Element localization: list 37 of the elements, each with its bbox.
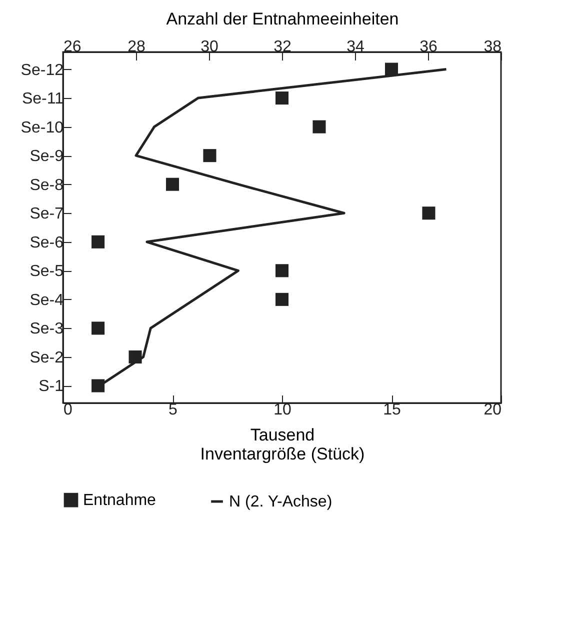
x2-tick-label: 34: [346, 38, 364, 56]
x2-tick-label: 32: [274, 38, 292, 56]
point: [275, 264, 289, 278]
point: [312, 120, 326, 134]
point: [275, 92, 289, 105]
y-tick-label: S-1: [38, 378, 64, 396]
x-tick-label: 10: [274, 402, 292, 418]
legend-label: N (2. Y-Achse): [229, 494, 332, 510]
y-tick-label: Se-2: [30, 349, 64, 366]
point: [92, 235, 105, 248]
y-tick-label: Se-7: [30, 206, 64, 223]
y-tick-label: Se-3: [30, 320, 64, 338]
x-axis-title: Inventargröße (Stück): [200, 444, 365, 464]
point: [422, 206, 436, 220]
text: Tausend: [250, 426, 315, 444]
point: [166, 178, 180, 191]
point: [384, 62, 398, 76]
y-tick-label: Se-8: [30, 176, 64, 194]
x2-tick-label: 36: [420, 38, 438, 56]
y-tick-label: Se-6: [30, 234, 64, 252]
point: [92, 379, 105, 392]
point: [92, 322, 105, 335]
x2-tick-label: 28: [128, 38, 146, 56]
x-tick-label: 0: [64, 402, 72, 418]
y-tick-label: Se-9: [30, 148, 64, 166]
point: [275, 292, 289, 306]
x2-tick-label: 30: [200, 38, 218, 56]
y-tick-label: Se-12: [20, 62, 64, 79]
y-tick-label: Se-4: [30, 292, 64, 309]
y-tick-label: Se-10: [20, 119, 64, 136]
y-tick-label: Se-11: [22, 90, 64, 108]
point: [203, 149, 216, 162]
y-tick-label: Se-5: [30, 263, 64, 280]
x2-tick-label: 38: [484, 38, 502, 56]
x2-tick-label: 26: [64, 38, 82, 56]
legend-label: Entnahme: [83, 492, 156, 510]
x2-axis-title: Anzahl der Entnahmeeinheiten: [166, 10, 399, 28]
